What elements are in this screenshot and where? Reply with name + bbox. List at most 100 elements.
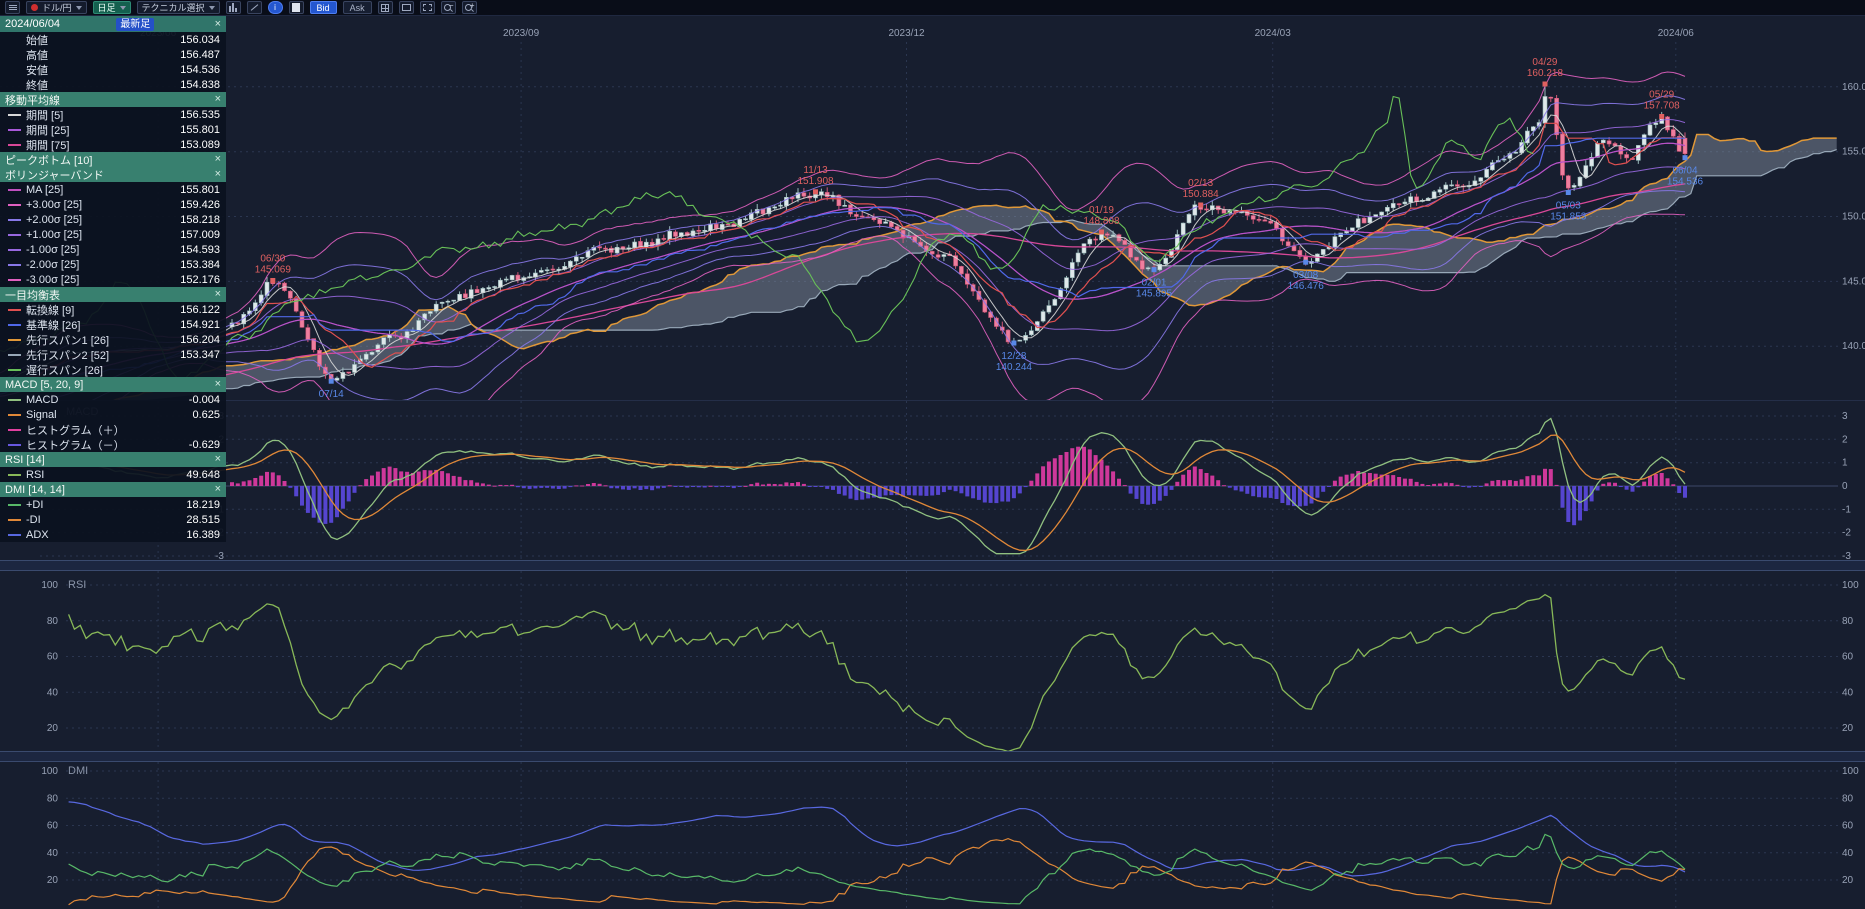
legend-value: 154.921 — [180, 318, 220, 331]
legend-row: +3.00σ [25] 159.426 — [0, 197, 226, 212]
toolbar: ドル/円 日足 テクニカル選択 i Bid Ask − + — [0, 0, 1865, 16]
technical-select[interactable]: テクニカル選択 — [136, 1, 220, 14]
line-swatch — [8, 128, 21, 131]
layout-grid-icon[interactable] — [377, 1, 393, 14]
close-indicator-button[interactable]: × — [214, 168, 221, 180]
svg-text:2024/03: 2024/03 — [1255, 28, 1292, 39]
legend-value: 153.384 — [180, 258, 220, 271]
close-indicator-button[interactable]: × — [214, 93, 221, 105]
legend-label: 始値 — [26, 34, 48, 47]
legend-value: 159.426 — [180, 198, 220, 211]
close-indicator-button[interactable]: × — [214, 483, 221, 495]
svg-text:40: 40 — [1842, 848, 1854, 859]
line-swatch — [8, 533, 21, 536]
dmi-axis-labels: 100 100 80 80 60 60 40 40 20 20 DMI — [41, 765, 1859, 886]
zoom-out-button[interactable]: − — [440, 1, 456, 14]
zoom-in-button[interactable]: + — [461, 1, 477, 14]
grid-layer — [66, 571, 1838, 751]
svg-text:-3: -3 — [1842, 551, 1851, 560]
legend-row: +DI 18.219 — [0, 497, 226, 512]
dmi-pane[interactable]: 100 100 80 80 60 60 40 40 20 20 DMI — [0, 762, 1865, 909]
legend-label: MACD — [26, 393, 59, 406]
pane-divider[interactable] — [0, 751, 1865, 762]
rsi-canvas[interactable]: 100 100 80 80 60 60 40 40 20 20 RSI — [0, 571, 1865, 751]
price-chart-pane[interactable]: 06/30 145.069 07/14 11/13 151.908 12/28 140.24… — [0, 16, 1865, 400]
single-frame-icon[interactable] — [398, 1, 414, 14]
line-swatch — [8, 473, 21, 476]
menu-icon[interactable] — [5, 1, 20, 14]
line-swatch — [8, 503, 21, 506]
legend-value: 155.801 — [180, 123, 220, 136]
dmi-canvas[interactable]: 100 100 80 80 60 60 40 40 20 20 DMI — [0, 762, 1865, 909]
info-icon[interactable]: i — [267, 1, 283, 14]
chevron-down-icon — [75, 5, 82, 10]
svg-text:06/30: 06/30 — [260, 253, 285, 264]
legend-row: RSI 49.648 — [0, 467, 226, 482]
legend-row: +1.00σ [25] 157.009 — [0, 227, 226, 242]
svg-text:60: 60 — [1842, 821, 1854, 832]
svg-text:02/13: 02/13 — [1188, 178, 1213, 189]
line-swatch — [8, 518, 21, 521]
rsi-pane[interactable]: 100 100 80 80 60 60 40 40 20 20 RSI — [0, 571, 1865, 751]
chart-type-icon[interactable] — [225, 1, 241, 14]
legend-value: 157.009 — [180, 228, 220, 241]
svg-text:151.908: 151.908 — [797, 176, 834, 187]
legend-value: -0.004 — [188, 393, 220, 406]
svg-text:80: 80 — [1842, 616, 1854, 627]
indicator-legend-panel: 2024/06/04 最新足 × 始値 156.034 高値 156.487 安値 154… — [0, 16, 226, 542]
new-chart-icon[interactable] — [288, 1, 304, 14]
line-swatch — [8, 143, 21, 146]
legend-row: -DI 28.515 — [0, 512, 226, 527]
legend-label: 遅行スパン [26] — [26, 364, 103, 377]
pane-divider[interactable] — [0, 560, 1865, 571]
close-legend-button[interactable]: × — [214, 17, 221, 30]
fullscreen-icon[interactable] — [419, 1, 435, 14]
legend-row: -1.00σ [25] 154.593 — [0, 242, 226, 257]
legend-row: 期間 [5] 156.535 — [0, 107, 226, 122]
legend-section-header: 移動平均線 × — [0, 92, 226, 107]
svg-text:40: 40 — [1842, 687, 1854, 698]
svg-text:154.536: 154.536 — [1667, 177, 1704, 188]
svg-text:151.853: 151.853 — [1550, 211, 1587, 222]
timeframe-select[interactable]: 日足 — [92, 1, 131, 14]
svg-text:146.476: 146.476 — [1288, 281, 1325, 292]
line-swatch — [8, 263, 21, 266]
legend-section-header: ボリンジャーバンド × — [0, 167, 226, 182]
grid-layer — [66, 762, 1838, 909]
legend-label: ADX — [26, 528, 49, 541]
draw-line-icon[interactable] — [246, 1, 262, 14]
currency-pair-select[interactable]: ドル/円 — [26, 1, 87, 14]
legend-value: 153.347 — [180, 348, 220, 361]
legend-row: Signal 0.625 — [0, 407, 226, 422]
legend-section-header: RSI [14] × — [0, 452, 226, 467]
legend-value: 152.176 — [180, 273, 220, 286]
legend-value: 18.219 — [186, 498, 220, 511]
svg-text:-2: -2 — [1842, 528, 1851, 539]
close-indicator-button[interactable]: × — [214, 378, 221, 390]
legend-value: 156.535 — [180, 108, 220, 121]
legend-row: ADX 16.389 — [0, 527, 226, 542]
legend-label: 先行スパン1 [26] — [26, 334, 110, 347]
line-swatch — [8, 428, 21, 431]
line-swatch — [8, 308, 21, 311]
svg-text:RSI: RSI — [68, 579, 86, 591]
svg-text:160.218: 160.218 — [1527, 68, 1564, 79]
svg-text:05/29: 05/29 — [1649, 90, 1674, 101]
legend-value: 154.593 — [180, 243, 220, 256]
svg-text:80: 80 — [1842, 793, 1854, 804]
legend-label: 安値 — [26, 64, 48, 77]
legend-label: ヒストグラム（－） — [26, 439, 125, 452]
ask-button[interactable]: Ask — [342, 1, 372, 14]
close-indicator-button[interactable]: × — [214, 453, 221, 465]
close-indicator-button[interactable]: × — [214, 153, 221, 165]
svg-text:07/14: 07/14 — [319, 389, 344, 400]
line-swatch — [8, 323, 21, 326]
svg-text:80: 80 — [47, 793, 59, 804]
bid-button[interactable]: Bid — [309, 1, 337, 14]
close-indicator-button[interactable]: × — [214, 288, 221, 300]
line-swatch — [8, 218, 21, 221]
legend-label: -3.00σ [25] — [26, 273, 80, 286]
